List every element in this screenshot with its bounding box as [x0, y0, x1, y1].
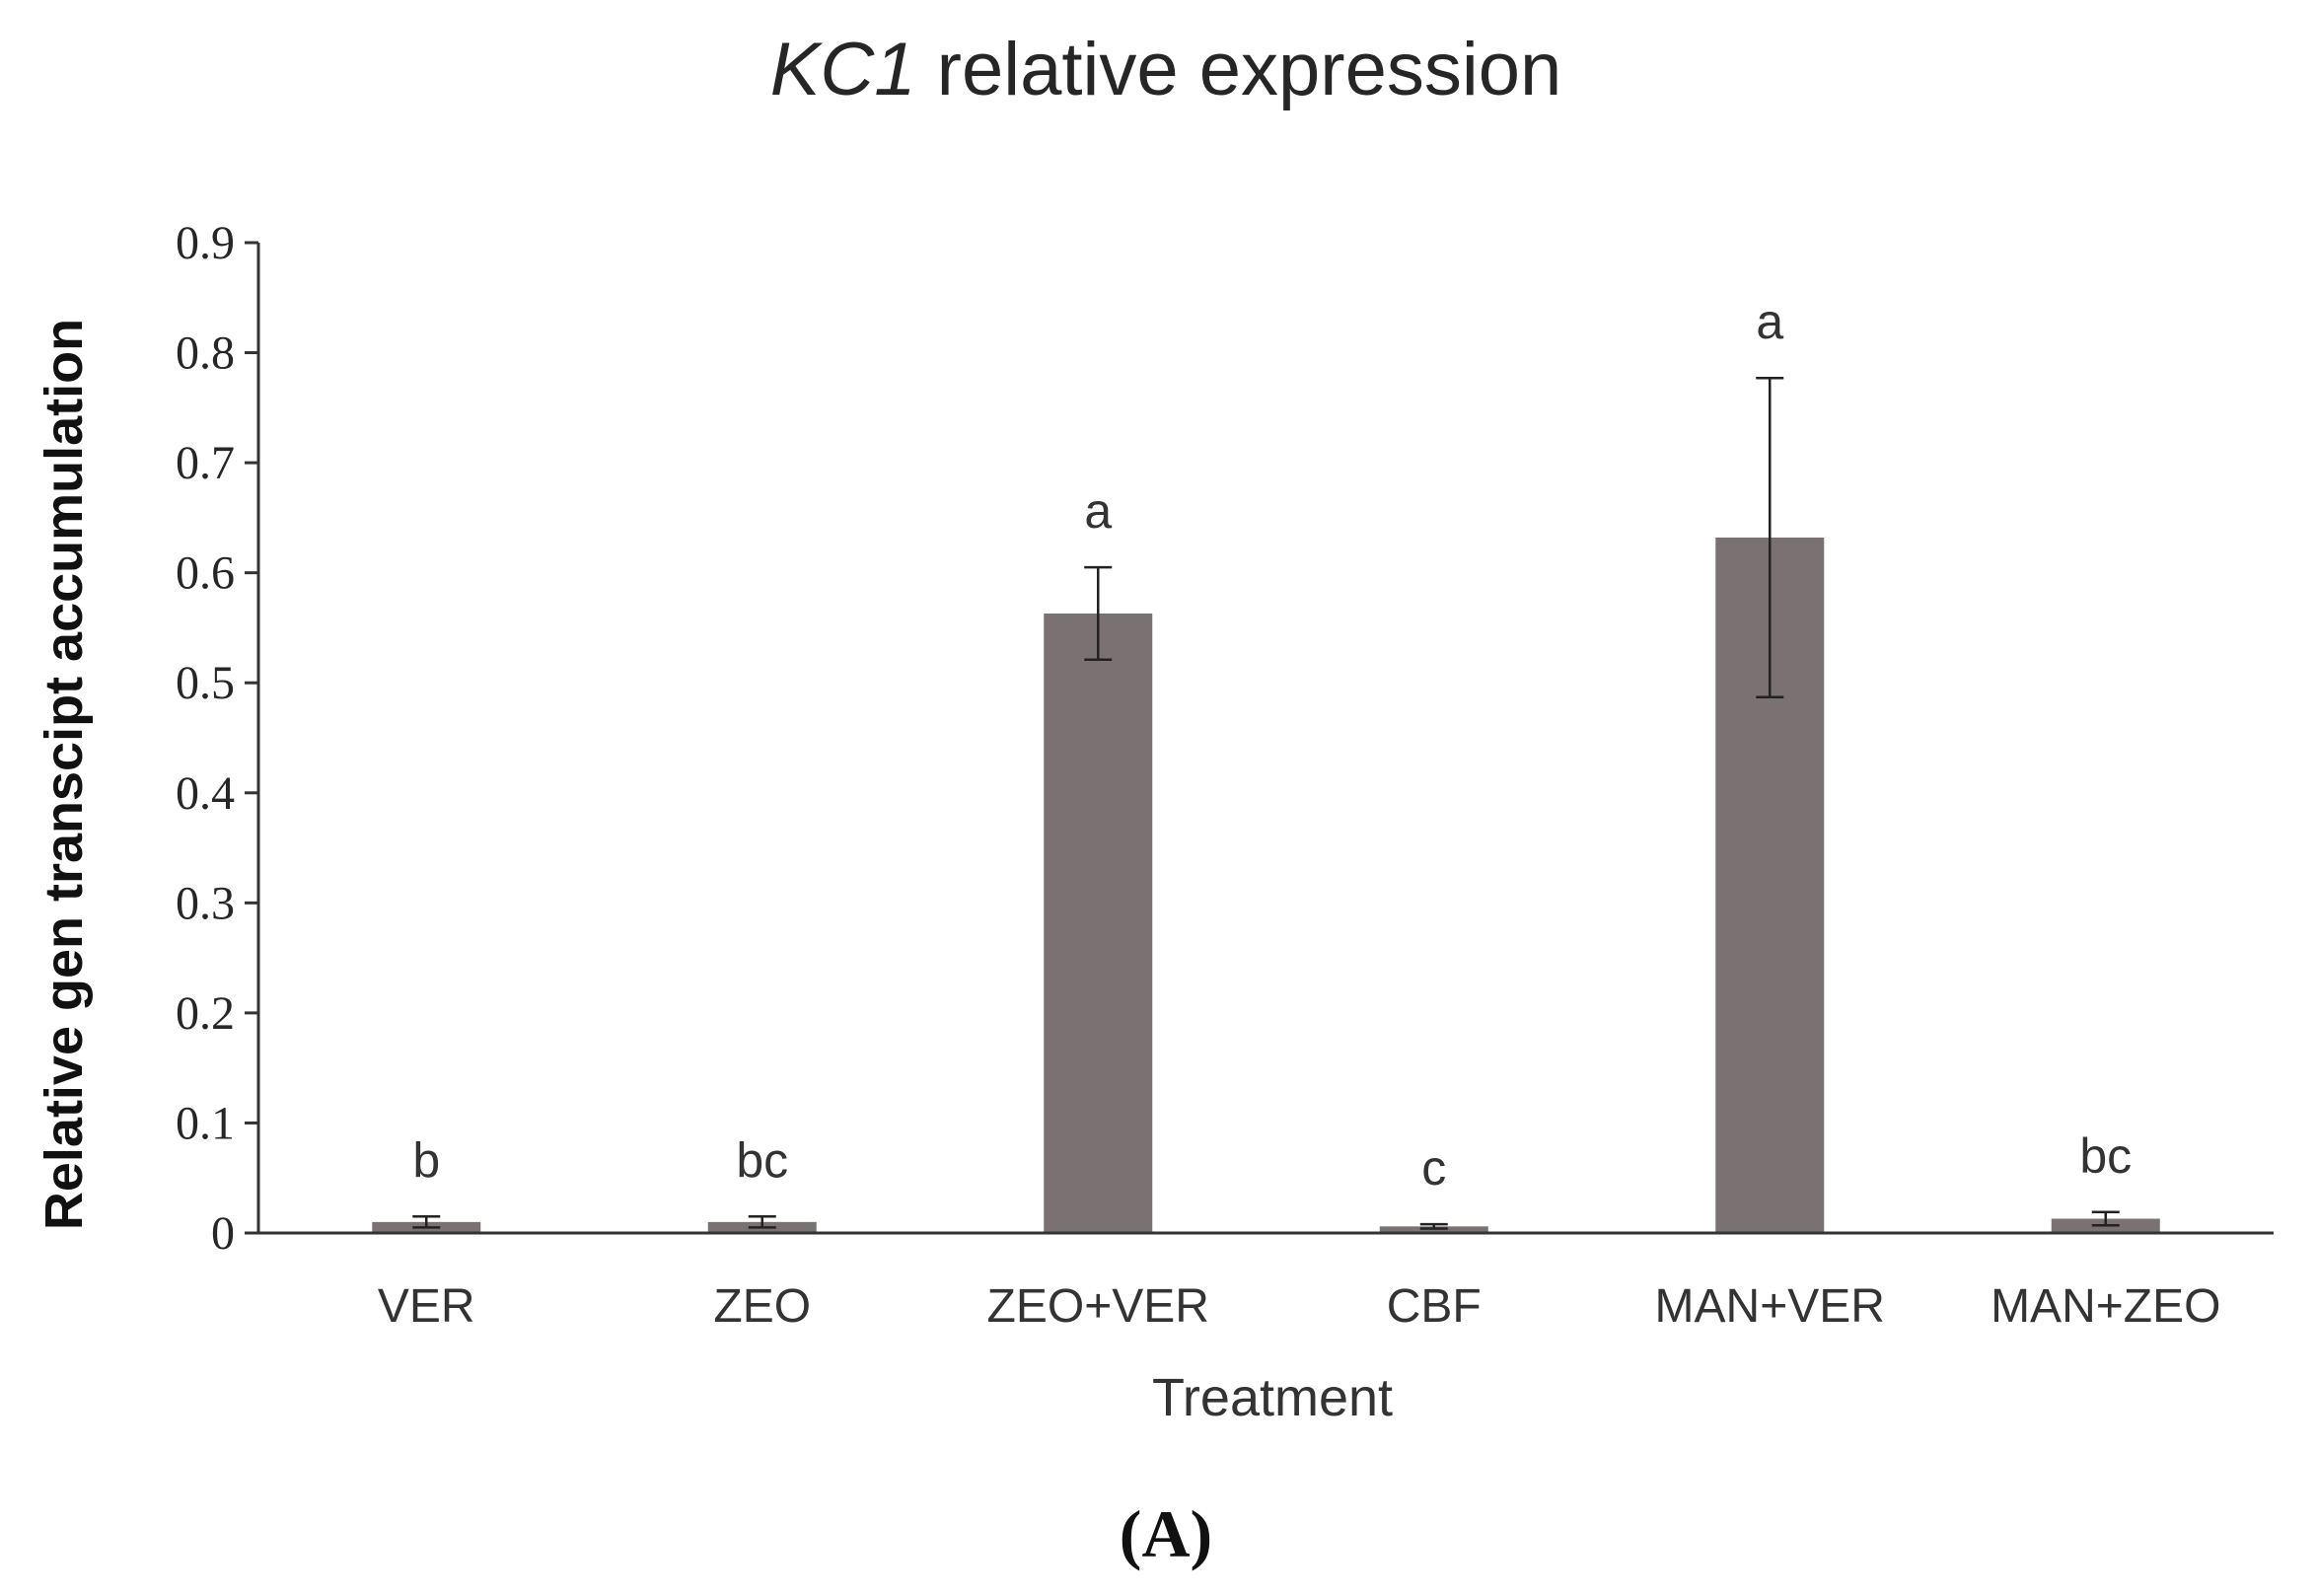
error-bar: [1756, 376, 1784, 698]
significance-label: c: [1421, 1140, 1446, 1196]
y-tick-label: 0.7: [176, 437, 235, 489]
significance-label: a: [1756, 294, 1783, 349]
significance-label: a: [1084, 483, 1112, 539]
bars: b bc a c a bc: [372, 294, 2160, 1233]
significance-label: bc: [2079, 1128, 2132, 1184]
y-tick-label: 0.9: [176, 217, 235, 269]
x-category-label: CBF: [1387, 1280, 1482, 1333]
error-bar: [1084, 565, 1113, 662]
x-axis-label: Treatment: [1152, 1368, 1393, 1427]
y-tick-label: 0.4: [176, 767, 235, 820]
panel-label: (A): [1120, 1496, 1212, 1571]
error-bar: [412, 1215, 441, 1229]
y-tick-label: 0.2: [176, 987, 235, 1040]
x-category-label: MAN+VER: [1655, 1280, 1885, 1333]
chart-title-rest: relative expression: [916, 28, 1562, 111]
chart-title: KC1 relative expression: [770, 28, 1562, 111]
y-axis: 0 0.1 0.2 0.3 0.4 0.5 0.6 0.7 0.8 0.9: [176, 217, 260, 1260]
y-tick-label: 0.8: [176, 327, 235, 380]
error-bar: [748, 1215, 776, 1229]
y-axis-label: Relative gen transcipt accumulation: [35, 319, 94, 1230]
chart-title-gene: KC1: [770, 28, 916, 111]
x-category-label: MAN+ZEO: [1990, 1280, 2220, 1333]
y-tick-label: 0.5: [176, 657, 235, 709]
x-axis: VER ZEO ZEO+VER CBF MAN+VER MAN+ZEO: [258, 1231, 2274, 1333]
significance-label: b: [412, 1132, 440, 1188]
significance-label: bc: [736, 1132, 788, 1188]
y-tick-label: 0.1: [176, 1097, 235, 1149]
y-tick-label: 0.3: [176, 877, 235, 929]
error-bar: [1419, 1222, 1448, 1230]
x-category-label: VER: [378, 1280, 475, 1333]
y-tick-label: 0: [211, 1207, 235, 1260]
x-category-label: ZEO+VER: [987, 1280, 1209, 1333]
x-category-label: ZEO: [713, 1280, 811, 1333]
error-bar: [2091, 1210, 2120, 1227]
y-tick-label: 0.6: [176, 547, 235, 600]
bar: [1044, 613, 1153, 1233]
